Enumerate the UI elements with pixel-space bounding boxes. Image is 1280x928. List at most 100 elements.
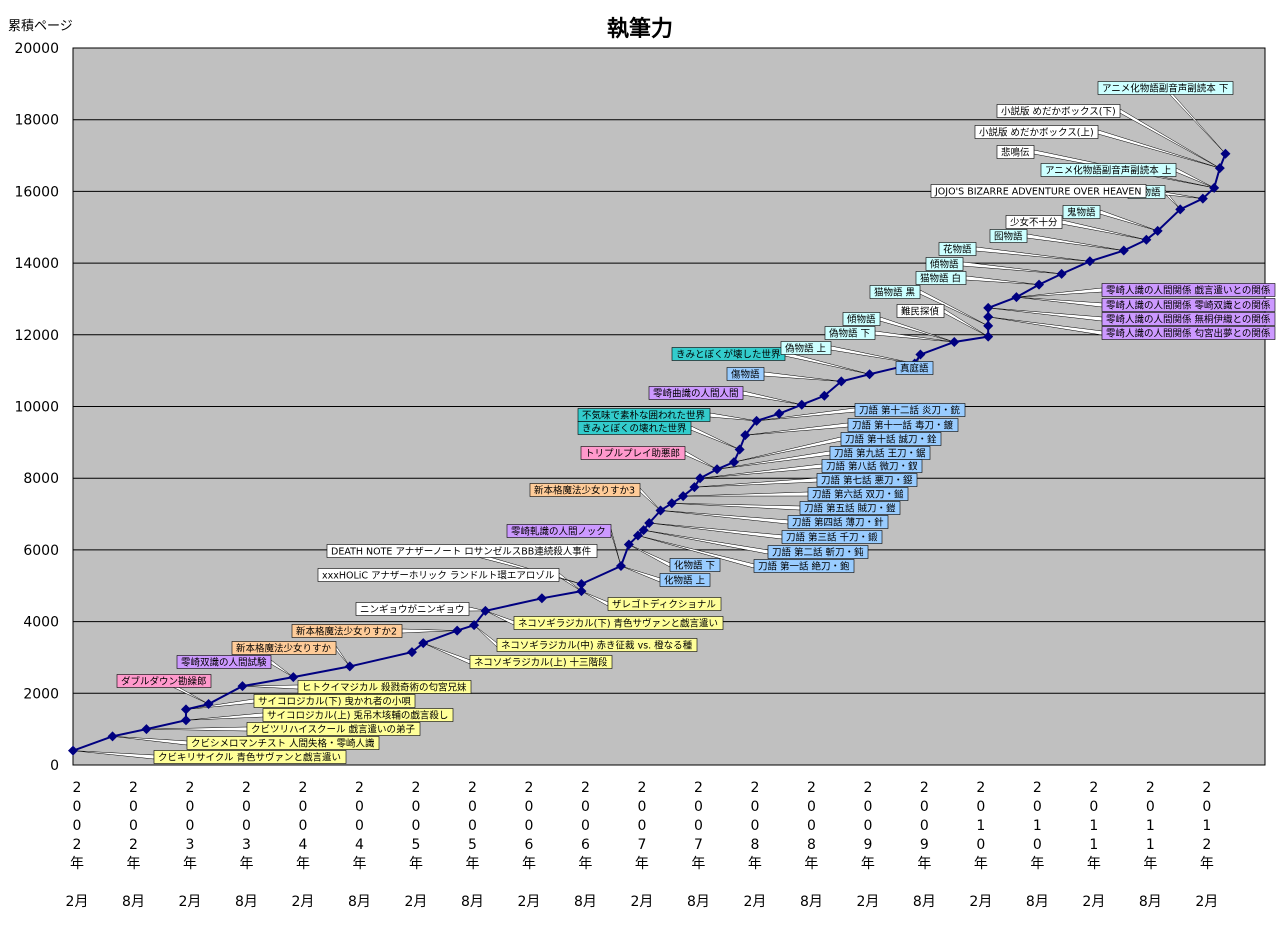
- svg-text:傾物語: 傾物語: [930, 259, 959, 271]
- svg-text:年: 年: [296, 856, 310, 872]
- y-tick-label: 4000: [23, 615, 59, 631]
- svg-text:0: 0: [1146, 799, 1155, 815]
- svg-text:ネコソギラジカル(上) 十三階段: ネコソギラジカル(上) 十三階段: [474, 657, 608, 669]
- svg-text:0: 0: [73, 799, 82, 815]
- annotation-label: 刀語 第十話 誠刀・銓: [840, 432, 942, 446]
- data-point: [774, 408, 785, 419]
- annotation-label: 刀語 第二話 斬刀・鈍: [767, 545, 869, 559]
- svg-text:5: 5: [468, 837, 477, 853]
- svg-text:新本格魔法少女りすか2: 新本格魔法少女りすか2: [296, 626, 397, 638]
- x-tick-label: 2 0 1 2 年 2月: [1195, 780, 1218, 910]
- svg-text:0: 0: [637, 799, 646, 815]
- svg-text:3: 3: [242, 837, 251, 853]
- svg-text:2月: 2月: [66, 894, 89, 910]
- annotation-label: ネコソギラジカル(中) 赤き征裁 vs. 橙なる種: [496, 638, 698, 652]
- svg-text:ダブルダウン勘繰郎: ダブルダウン勘繰郎: [121, 676, 207, 688]
- data-point: [678, 491, 689, 502]
- svg-text:0: 0: [1033, 837, 1042, 853]
- data-point: [452, 625, 463, 636]
- data-point: [406, 647, 417, 658]
- svg-text:0: 0: [468, 818, 477, 834]
- annotation-label: 零崎人識の人間関係 匂宮出夢との関係: [1101, 326, 1276, 340]
- annotation-label: アニメ化物語副音声副読本 上: [1040, 163, 1177, 177]
- annotation-label: ダブルダウン勘繰郎: [116, 674, 212, 688]
- data-point: [344, 661, 355, 672]
- svg-text:0: 0: [242, 799, 251, 815]
- annotation-label: 零崎人識の人間関係 零崎双識との関係: [1101, 298, 1276, 312]
- svg-text:0: 0: [524, 799, 533, 815]
- svg-text:0: 0: [1089, 799, 1098, 815]
- x-tick-label: 2 0 1 1 年 8月: [1139, 780, 1162, 910]
- y-tick-label: 14000: [14, 256, 59, 272]
- data-point: [1220, 148, 1231, 159]
- svg-text:0: 0: [73, 818, 82, 834]
- svg-text:2: 2: [863, 780, 872, 796]
- svg-text:2月: 2月: [630, 894, 653, 910]
- annotation-label: 零崎双識の人間試験: [176, 655, 272, 669]
- grid-lines: [73, 119, 1265, 694]
- x-tick-label: 2 0 1 0 年 2月: [969, 780, 992, 910]
- svg-text:クビツリハイスクール 戯言遣いの弟子: クビツリハイスクール 戯言遣いの弟子: [251, 724, 416, 736]
- svg-text:2月: 2月: [292, 894, 315, 910]
- svg-text:零崎双識の人間試験: 零崎双識の人間試験: [181, 657, 267, 669]
- data-point: [1197, 193, 1208, 204]
- svg-text:猫物語 白: 猫物語 白: [920, 273, 961, 285]
- svg-text:0: 0: [976, 799, 985, 815]
- svg-text:0: 0: [750, 818, 759, 834]
- svg-text:0: 0: [750, 799, 759, 815]
- data-point: [836, 376, 847, 387]
- svg-text:不気味で素朴な囲われた世界: 不気味で素朴な囲われた世界: [582, 410, 706, 422]
- leader-lines: [72, 85, 1226, 760]
- svg-text:年: 年: [861, 856, 875, 872]
- svg-text:xxxHOLiC アナザーホリック ランドルト環エアロゾル: xxxHOLiC アナザーホリック ランドルト環エアロゾル: [322, 571, 555, 582]
- svg-text:0: 0: [807, 799, 816, 815]
- svg-text:難民探偵: 難民探偵: [901, 306, 940, 318]
- svg-text:年: 年: [804, 856, 818, 872]
- annotation-label: 刀語 第十一話 毒刀・鍍: [847, 418, 959, 432]
- svg-text:1: 1: [1033, 818, 1042, 834]
- svg-text:零崎人識の人間関係 零崎双識との関係: 零崎人識の人間関係 零崎双識との関係: [1106, 300, 1271, 312]
- svg-text:8: 8: [750, 837, 759, 853]
- data-point: [728, 457, 739, 468]
- svg-text:0: 0: [299, 799, 308, 815]
- svg-text:9: 9: [863, 837, 872, 853]
- svg-text:零崎人識の人間関係 匂宮出夢との関係: 零崎人識の人間関係 匂宮出夢との関係: [1106, 328, 1271, 340]
- svg-text:0: 0: [694, 818, 703, 834]
- svg-text:零崎曲識の人間人間: 零崎曲識の人間人間: [653, 388, 739, 400]
- svg-text:年: 年: [465, 856, 479, 872]
- svg-text:猫物語 黒: 猫物語 黒: [874, 287, 916, 299]
- data-point: [576, 586, 587, 597]
- y-tick-label: 6000: [23, 543, 59, 559]
- annotation-label: 花物語: [938, 242, 977, 256]
- data-point: [1141, 234, 1152, 245]
- svg-text:0: 0: [920, 818, 929, 834]
- svg-text:0: 0: [355, 799, 364, 815]
- data-point: [1011, 292, 1022, 303]
- y-tick-label: 10000: [14, 400, 59, 416]
- svg-text:化物語 上: 化物語 上: [664, 575, 706, 587]
- annotation-label: xxxHOLiC アナザーホリック ランドルト環エアロゾル: [317, 568, 560, 582]
- svg-text:0: 0: [299, 818, 308, 834]
- svg-text:0: 0: [129, 818, 138, 834]
- svg-text:鬼物語: 鬼物語: [1067, 207, 1096, 219]
- data-point: [751, 415, 762, 426]
- annotation-label: 不気味で素朴な囲われた世界: [577, 408, 711, 422]
- x-tick-label: 2 0 1 1 年 2月: [1082, 780, 1105, 910]
- svg-text:8月: 8月: [574, 894, 597, 910]
- annotation-label: 新本格魔法少女りすか3: [529, 483, 641, 497]
- svg-text:年: 年: [239, 856, 253, 872]
- data-point: [623, 539, 634, 550]
- svg-text:2月: 2月: [1195, 894, 1218, 910]
- svg-text:5: 5: [411, 837, 420, 853]
- data-point: [632, 530, 643, 541]
- svg-text:0: 0: [186, 818, 195, 834]
- svg-text:2: 2: [1146, 780, 1155, 796]
- annotation-label: ニンギョウがニンギョウ: [355, 602, 470, 616]
- annotation-label: 真庭語: [895, 361, 934, 375]
- svg-text:クビシメロマンチスト 人間失格・零崎人識: クビシメロマンチスト 人間失格・零崎人識: [191, 738, 375, 750]
- annotation-label: 傾物語: [842, 312, 881, 326]
- svg-text:花物語: 花物語: [943, 244, 972, 256]
- x-tick-label: 2 0 0 9 年 2月: [856, 780, 879, 910]
- svg-text:年: 年: [578, 856, 592, 872]
- svg-text:2: 2: [355, 780, 364, 796]
